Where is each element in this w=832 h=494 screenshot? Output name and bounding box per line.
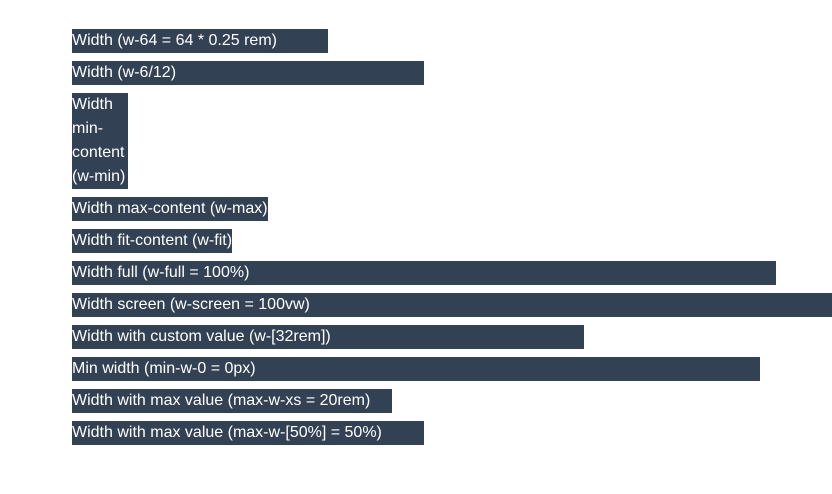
width-max-content-bar: Width max-content (w-max) (72, 197, 268, 221)
width-w64-bar: Width (w-64 = 64 * 0.25 rem) (72, 29, 328, 53)
width-screen-bar: Width screen (w-screen = 100vw) (72, 293, 832, 317)
width-full-bar: Width full (w-full = 100%) (72, 261, 776, 285)
width-custom-value-bar: Width with custom value (w-[32rem]) (72, 325, 584, 349)
width-min-content-bar: Width min-content (w-min) (72, 93, 128, 189)
width-6-12-bar: Width (w-6/12) (72, 61, 424, 85)
min-width-zero-bar: Min width (min-w-0 = 0px) (72, 357, 760, 381)
max-width-50-percent-bar: Width with max value (max-w-[50%] = 50%) (72, 421, 424, 445)
max-width-xs-bar: Width with max value (max-w-xs = 20rem) (72, 389, 392, 413)
width-demo-stack: Width (w-64 = 64 * 0.25 rem) Width (w-6/… (72, 29, 832, 453)
width-fit-content-bar: Width fit-content (w-fit) (72, 229, 233, 253)
